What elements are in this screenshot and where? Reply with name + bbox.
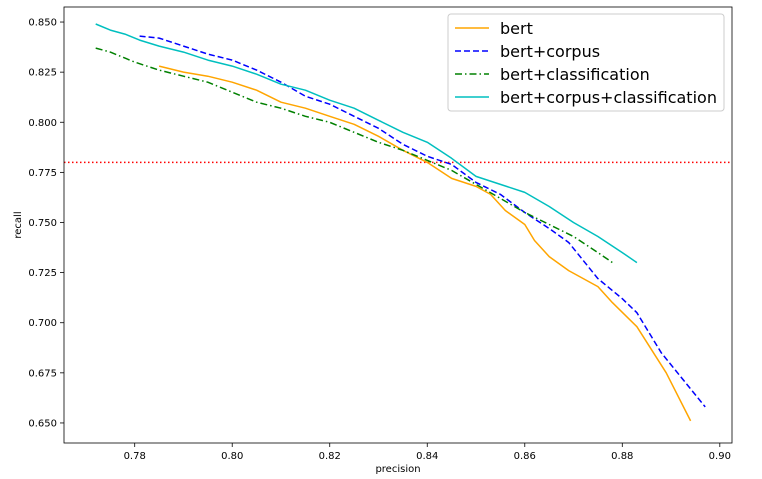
x-tick-label: 0.78 (124, 451, 146, 462)
series-line-bert-corpus (139, 35, 706, 408)
y-tick-label: 0.825 (28, 68, 57, 79)
y-tick-label: 0.725 (28, 268, 57, 279)
series-line-bert-classification (95, 47, 613, 264)
x-axis-label: precision (375, 464, 420, 475)
x-tick-label: 0.90 (709, 451, 731, 462)
x-tick-label: 0.84 (416, 451, 438, 462)
series-line-bert (158, 65, 692, 422)
legend-label-bert: bert (500, 19, 533, 38)
y-tick-label: 0.775 (28, 168, 57, 179)
y-tick-label: 0.750 (28, 218, 57, 229)
y-axis: 0.650 0.675 0.700 0.725 0.750 0.775 0.800 0.825… (28, 18, 64, 429)
x-axis: 0.78 0.80 0.82 0.84 0.86 0.88 0.90 (124, 443, 731, 462)
series-line-bert-corpus-classification (95, 23, 638, 264)
legend-label-bert-corpus-classification: bert+corpus+classification (500, 88, 717, 107)
x-tick-label: 0.80 (221, 451, 243, 462)
y-tick-label: 0.650 (28, 418, 57, 429)
legend: bert bert+corpus bert+classification bert+c… (447, 13, 725, 112)
x-tick-label: 0.88 (611, 451, 633, 462)
series-layer (95, 23, 706, 422)
x-tick-label: 0.82 (319, 451, 341, 462)
y-axis-label: recall (13, 211, 24, 238)
y-tick-label: 0.800 (28, 118, 57, 129)
legend-label-bert-classification: bert+classification (500, 65, 650, 84)
y-tick-label: 0.700 (28, 318, 57, 329)
y-tick-label: 0.675 (28, 368, 57, 379)
y-tick-label: 0.850 (28, 18, 57, 29)
plot-frame (63, 6, 733, 444)
legend-label-bert-corpus: bert+corpus (500, 42, 600, 61)
x-tick-label: 0.86 (514, 451, 536, 462)
legend-box (447, 13, 725, 112)
